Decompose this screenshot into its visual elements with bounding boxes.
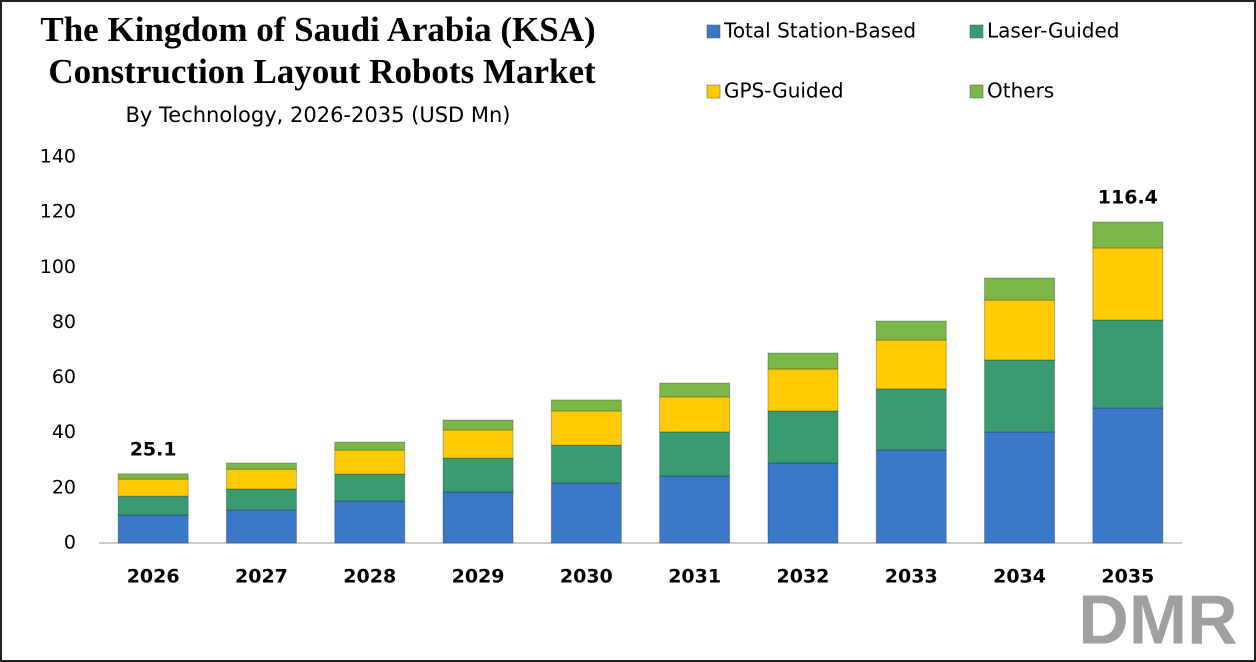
y-tick-label: 60	[52, 366, 76, 388]
bar-segment	[984, 277, 1056, 301]
legend-label: Others	[987, 79, 1054, 103]
legend-swatch	[969, 84, 984, 99]
bar-segment	[767, 462, 839, 544]
total-label: 116.4	[1098, 187, 1158, 209]
bar-segment	[984, 359, 1056, 433]
bar-segment	[767, 410, 839, 464]
bar-segment	[117, 478, 189, 497]
x-tick-label: 2028	[343, 566, 396, 588]
y-tick-label: 140	[40, 146, 76, 168]
chart-title: The Kingdom of Saudi Arabia (KSA)	[40, 10, 595, 49]
bar-segment	[117, 514, 189, 544]
bar-segment	[225, 488, 297, 511]
bar-segment	[442, 457, 514, 493]
bar-segment	[550, 410, 622, 446]
bar-segment	[442, 429, 514, 459]
y-tick-label: 120	[40, 201, 76, 223]
bar-segment	[659, 396, 731, 433]
bar-segment	[984, 299, 1056, 361]
y-tick-label: 80	[52, 311, 76, 333]
bar-segment	[334, 441, 406, 451]
bar-segment	[442, 491, 514, 544]
bar-segment	[334, 449, 406, 475]
bar-segment	[767, 368, 839, 412]
y-tick-label: 20	[52, 476, 76, 498]
bar-segment	[225, 462, 297, 470]
legend-swatch	[706, 24, 721, 39]
bar-segment	[875, 320, 947, 341]
x-tick-label: 2032	[777, 566, 830, 588]
bar-segment	[442, 419, 514, 431]
x-tick-label: 2034	[993, 566, 1046, 588]
bar-segment	[550, 482, 622, 544]
y-tick-label: 40	[52, 421, 76, 443]
bar-segment	[550, 444, 622, 484]
bar-segment	[225, 468, 297, 490]
bar-segment	[767, 352, 839, 370]
total-label: 25.1	[130, 438, 177, 460]
bar-segment	[1092, 407, 1164, 544]
bar-segment	[659, 431, 731, 477]
bar-segment	[984, 431, 1056, 544]
bar-segment	[875, 388, 947, 451]
x-tick-label: 2027	[235, 566, 288, 588]
bar-segment	[117, 495, 189, 516]
legend-swatch	[969, 24, 984, 39]
bar-segment	[1092, 319, 1164, 409]
bar-segment	[875, 449, 947, 544]
chart-title: Construction Layout Robots Market	[48, 52, 596, 91]
y-tick-label: 0	[64, 532, 76, 554]
y-tick-label: 100	[40, 256, 76, 278]
logo: DMR	[1078, 580, 1237, 658]
bar-segment	[550, 399, 622, 412]
bar-segment	[1092, 247, 1164, 321]
legend-label: Total Station-Based	[723, 19, 916, 43]
chart-subtitle: By Technology, 2026-2035 (USD Mn)	[126, 103, 511, 127]
bar-segment	[334, 473, 406, 502]
x-tick-label: 2030	[560, 566, 613, 588]
bar-segment	[1092, 221, 1164, 249]
bar-segment	[225, 509, 297, 544]
bar-segment	[117, 473, 189, 480]
legend-label: GPS-Guided	[724, 79, 844, 103]
bar-segment	[659, 382, 731, 398]
bar-segment	[659, 475, 731, 544]
x-tick-label: 2029	[452, 566, 505, 588]
x-tick-label: 2033	[885, 566, 938, 588]
legend-swatch	[706, 84, 721, 99]
legend-label: Laser-Guided	[987, 19, 1119, 43]
bar-segment	[334, 500, 406, 544]
bar-segment	[875, 339, 947, 390]
x-tick-label: 2026	[127, 566, 180, 588]
x-tick-label: 2035	[1101, 566, 1154, 588]
x-tick-label: 2031	[668, 566, 721, 588]
